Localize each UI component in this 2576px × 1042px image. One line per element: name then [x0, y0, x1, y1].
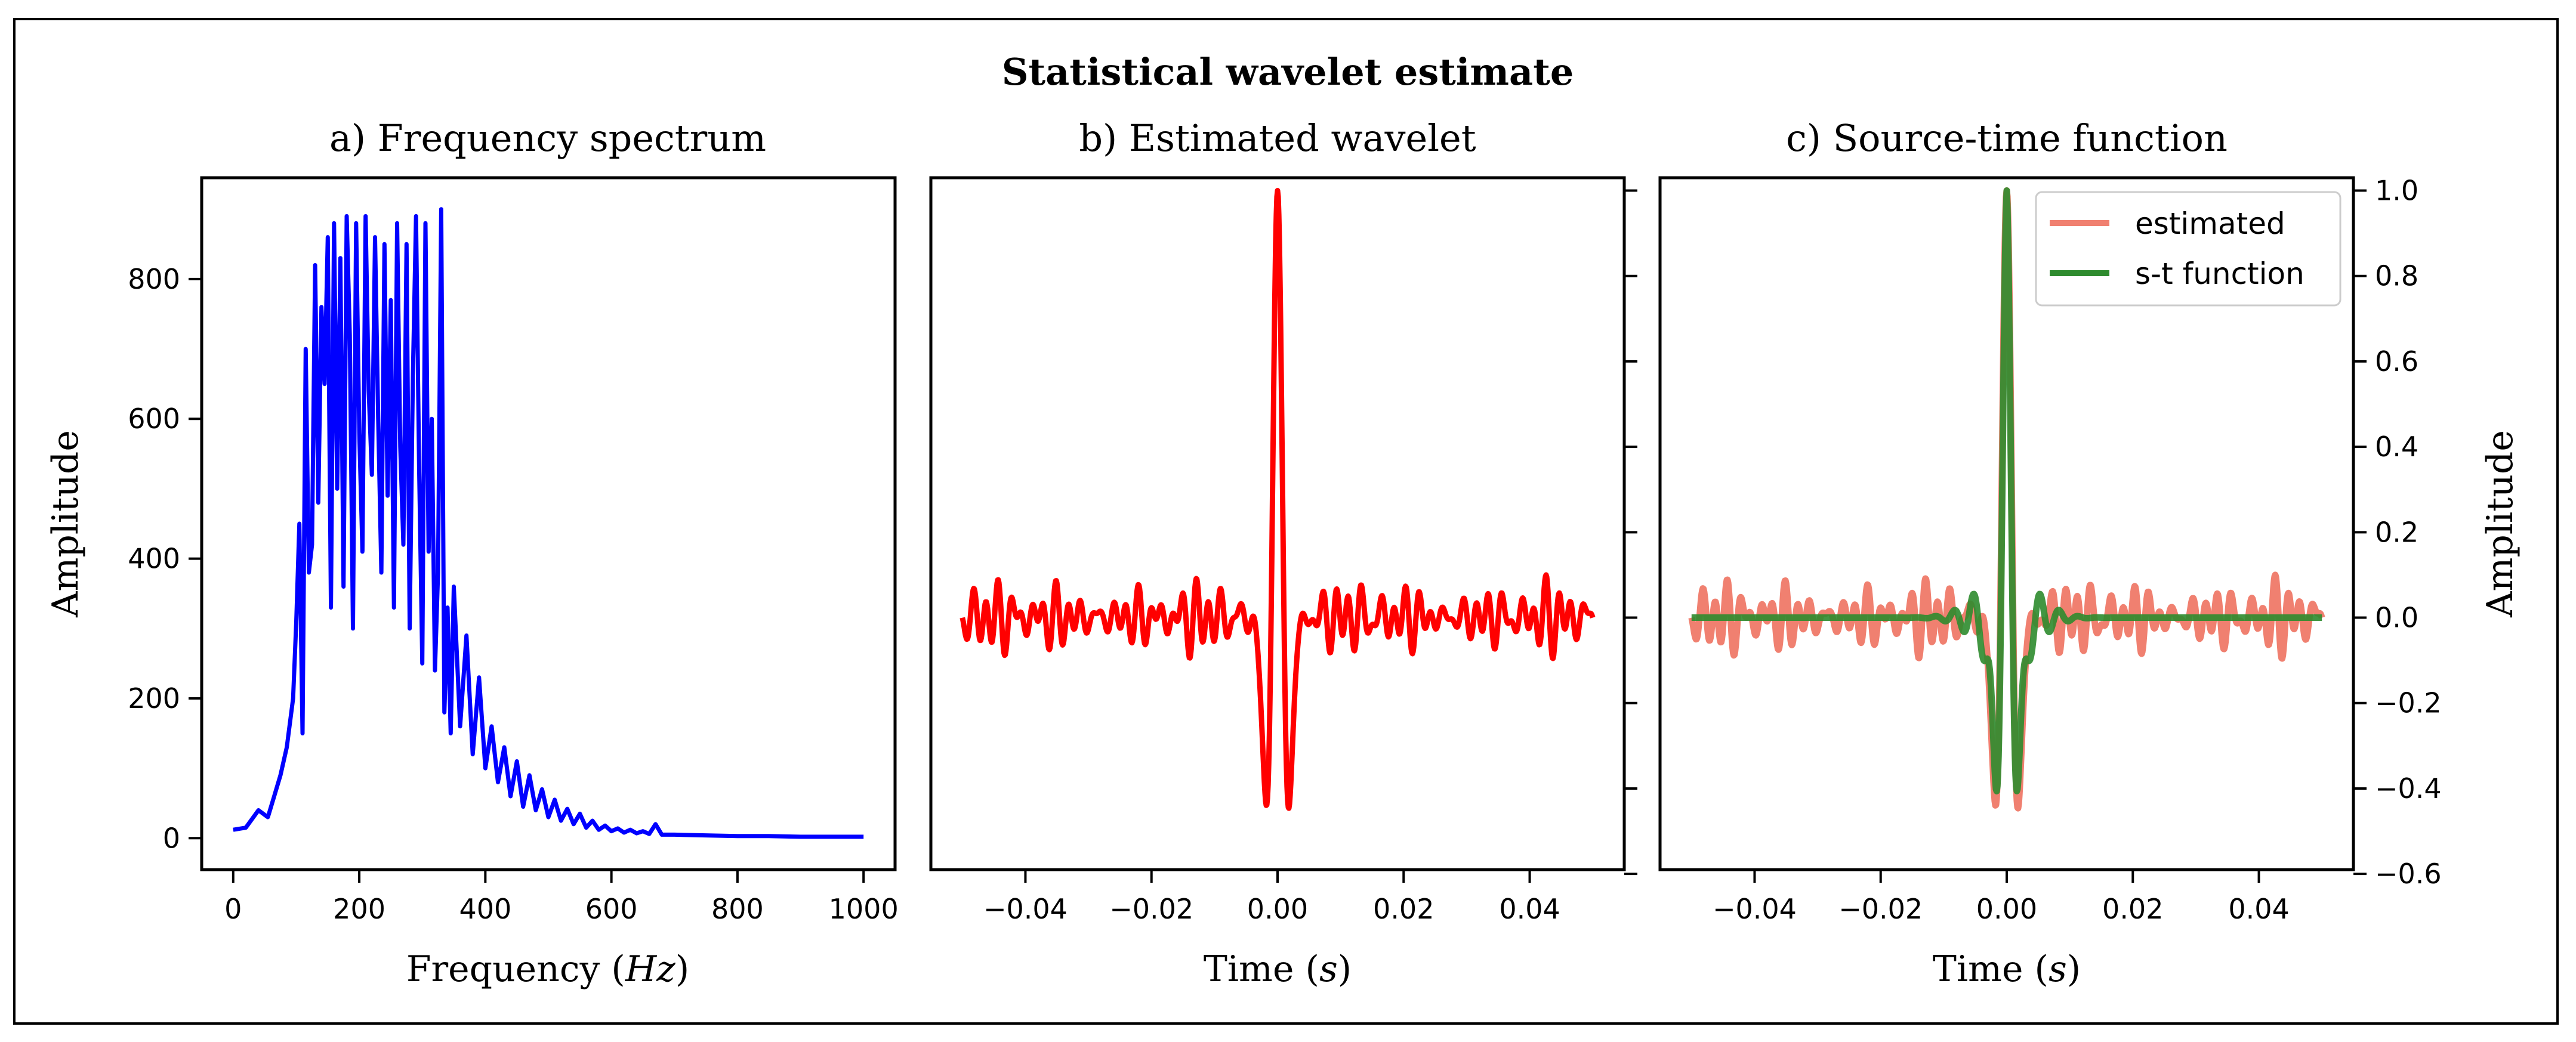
- panel-c-legend: estimated s-t function: [2035, 191, 2341, 307]
- panel-b-xtick-label: −0.02: [1109, 893, 1193, 925]
- panel-source-time-function: c) Source-time function −0.04 −0.02 0.00 0.…: [1658, 116, 2521, 990]
- panel-c-ytick-label: −0.6: [2375, 858, 2442, 890]
- panel-a-xtick-label: 0: [224, 893, 242, 925]
- panel-a-ylabel: Amplitude: [45, 430, 87, 618]
- panel-b-yticks: [1624, 189, 1637, 876]
- panel-b-xtick-label: 0.04: [1499, 893, 1560, 925]
- panel-a-ytick-label: 200: [128, 682, 180, 715]
- panel-a-axes-frame: [200, 176, 897, 871]
- legend-label-st-function: s-t function: [2135, 256, 2304, 291]
- legend-box: [2035, 191, 2341, 307]
- panel-a-xlabel-prefix: Frequency (: [406, 948, 625, 990]
- legend-label-estimated: estimated: [2135, 206, 2285, 241]
- panel-c-xtick-label: 0.00: [1976, 893, 2037, 925]
- panel-a-xtick-label: 200: [333, 893, 385, 925]
- panel-a-spectrum-line: [233, 207, 864, 839]
- panel-a-xtick-label: 600: [585, 893, 638, 925]
- panel-c-xlabel-unit: s: [2049, 948, 2067, 990]
- panel-b-xtick-label: 0.02: [1373, 893, 1434, 925]
- panel-b-xlabel-suffix: ): [1338, 948, 1352, 990]
- panel-c-ytick-label: 0.2: [2375, 516, 2418, 548]
- panel-c-xtick-label: 0.02: [2102, 893, 2163, 925]
- panel-c-yticks: −0.6 −0.4 −0.2 0.0 0.2 0.4 0.6 0.8 1.0: [2353, 174, 2442, 890]
- panel-c-ytick-label: 0.6: [2375, 345, 2418, 378]
- panel-c-ytick-label: 1.0: [2375, 174, 2418, 206]
- panel-b-xticks: −0.04 −0.02 0.00 0.02 0.04: [983, 870, 1560, 925]
- panel-c-xtick-label: −0.04: [1713, 893, 1797, 925]
- panel-b-series-group: [960, 188, 1596, 811]
- panel-a-xtick-label: 400: [459, 893, 511, 925]
- panel-c-series-group: [1688, 187, 2325, 812]
- panel-c-ytick-label: −0.4: [2375, 772, 2442, 805]
- panel-c-xtick-label: −0.02: [1838, 893, 1923, 925]
- panel-b-wavelet-line: [960, 188, 1596, 811]
- panel-a-ytick-label: 400: [128, 543, 180, 575]
- panel-frequency-spectrum: a) Frequency spectrum 0 200 400 600 800 1000 …: [45, 116, 899, 990]
- panel-c-xticks: −0.04 −0.02 0.00 0.02 0.04: [1713, 870, 2290, 925]
- panel-a-xtick-label: 800: [711, 893, 764, 925]
- panel-c-ylabel: Amplitude: [2479, 430, 2521, 618]
- figure-suptitle: Statistical wavelet estimate: [1002, 50, 1574, 94]
- panel-b-xtick-label: 0.00: [1247, 893, 1308, 925]
- panel-a-title: a) Frequency spectrum: [329, 116, 766, 160]
- panel-b-xlabel-unit: s: [1319, 948, 1338, 990]
- panel-a-xlabel-suffix: ): [675, 948, 689, 990]
- panel-b-xlabel: Time (s): [1204, 948, 1352, 990]
- panel-b-title: b) Estimated wavelet: [1079, 116, 1476, 160]
- panel-c-xlabel: Time (s): [1933, 948, 2081, 990]
- panel-c-ytick-label: −0.2: [2375, 687, 2442, 719]
- panel-estimated-wavelet: b) Estimated wavelet −0.04 −0.02 0.00 0.02 0…: [929, 116, 1637, 990]
- panel-c-xtick-label: 0.04: [2228, 893, 2289, 925]
- panel-c-st-function-line: [1689, 187, 2325, 794]
- panel-a-xtick-label: 1000: [829, 893, 899, 925]
- panel-a-series-group: [233, 207, 864, 839]
- panel-c-xlabel-prefix: Time (: [1933, 948, 2049, 990]
- panel-a-xlabel: Frequency (Hz): [406, 948, 689, 990]
- panel-a-ytick-label: 600: [128, 403, 180, 435]
- panel-c-xlabel-suffix: ): [2067, 948, 2081, 990]
- panel-c-ytick-label: 0.0: [2375, 602, 2418, 634]
- panel-a-ytick-label: 800: [128, 263, 180, 295]
- panel-b-xlabel-prefix: Time (: [1204, 948, 1319, 990]
- panel-a-yticks: 0 200 400 600 800: [128, 263, 202, 854]
- panel-a-xlabel-unit: Hz: [625, 948, 675, 990]
- panel-b-xtick-label: −0.04: [983, 893, 1068, 925]
- panel-a-xticks: 0 200 400 600 800 1000: [224, 870, 899, 925]
- panel-c-title: c) Source-time function: [1786, 116, 2228, 160]
- panel-c-ytick-label: 0.4: [2375, 431, 2418, 463]
- panel-c-ytick-label: 0.8: [2375, 260, 2418, 292]
- panel-a-ytick-label: 0: [163, 822, 180, 854]
